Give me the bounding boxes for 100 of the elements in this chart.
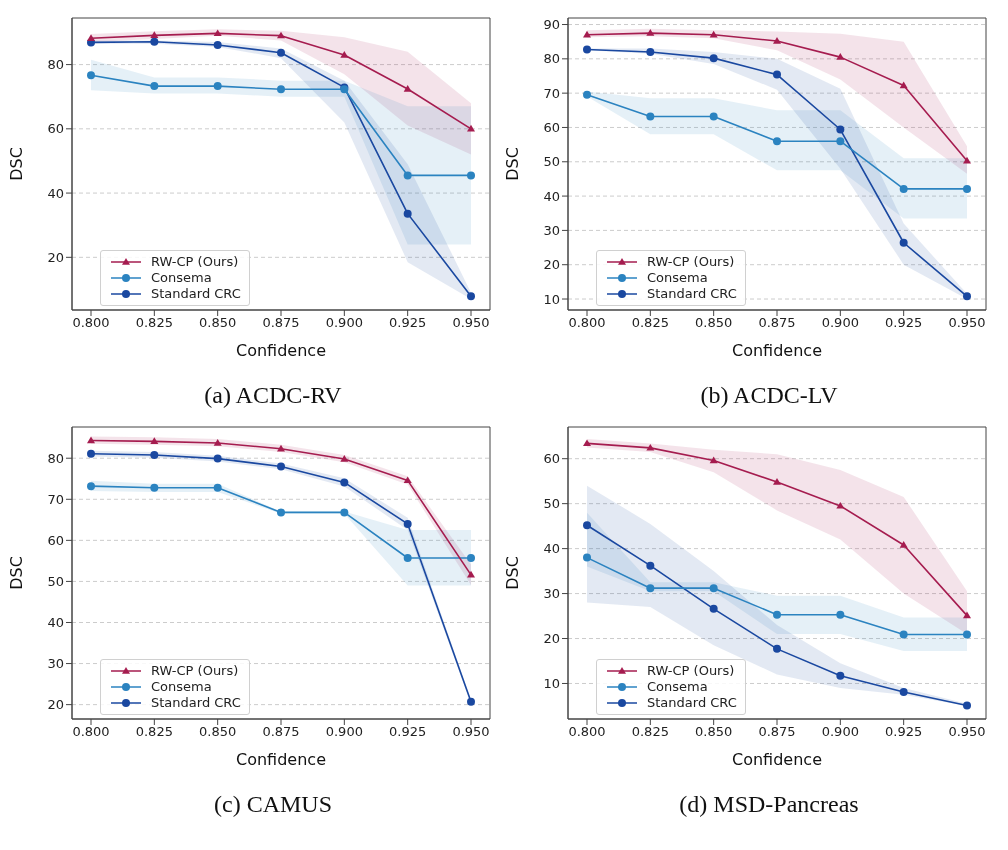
point bbox=[213, 483, 222, 492]
x-tick-label: 0.850 bbox=[199, 315, 237, 331]
text: (d) MSD-Pancreas bbox=[678, 791, 860, 818]
x-tick-label: 0.825 bbox=[631, 315, 669, 331]
y-tick-label: 80 bbox=[47, 450, 64, 466]
point bbox=[403, 84, 412, 92]
point bbox=[403, 554, 412, 563]
point bbox=[150, 37, 159, 46]
point bbox=[836, 125, 845, 134]
point bbox=[277, 85, 285, 94]
y-axis-title: DSC bbox=[502, 147, 522, 181]
text: (c) CAMUS bbox=[213, 791, 333, 818]
x-tick-label: 0.825 bbox=[631, 724, 669, 740]
y-tick-label: 40 bbox=[47, 615, 64, 631]
legend-label: RW-CP (Ours) bbox=[647, 663, 735, 679]
point bbox=[646, 29, 655, 36]
y-tick-label: 30 bbox=[47, 656, 64, 672]
x-tick-label: 0.875 bbox=[262, 315, 300, 331]
point bbox=[277, 508, 285, 517]
point bbox=[963, 630, 971, 639]
y-tick-label: 10 bbox=[543, 676, 560, 692]
point bbox=[213, 40, 222, 49]
legend-label: Standard CRC bbox=[647, 286, 737, 302]
point bbox=[646, 443, 655, 451]
point bbox=[899, 238, 908, 247]
point bbox=[899, 630, 908, 639]
legend-label: Consema bbox=[151, 270, 212, 286]
point bbox=[646, 584, 655, 593]
x-tick-label: 0.900 bbox=[325, 315, 363, 331]
point bbox=[150, 483, 159, 492]
y-tick-label: 80 bbox=[47, 57, 64, 73]
x-tick-label: 0.825 bbox=[135, 315, 173, 331]
point bbox=[963, 701, 971, 710]
point bbox=[277, 48, 285, 57]
x-axis-title: Confidence bbox=[236, 341, 326, 360]
y-axis-title: DSC bbox=[6, 147, 26, 181]
point bbox=[773, 644, 781, 653]
point bbox=[709, 604, 718, 613]
point bbox=[467, 554, 475, 563]
legend-label: Consema bbox=[647, 679, 708, 695]
point bbox=[87, 482, 95, 491]
x-tick-label: 0.950 bbox=[948, 315, 986, 331]
y-tick-label: 20 bbox=[543, 631, 560, 647]
point bbox=[87, 436, 95, 444]
y-tick-label: 60 bbox=[47, 532, 64, 548]
x-tick-label: 0.925 bbox=[885, 724, 923, 740]
point bbox=[467, 570, 475, 578]
x-tick-label: 0.875 bbox=[262, 724, 300, 740]
point bbox=[150, 82, 159, 91]
legend-label: Standard CRC bbox=[647, 695, 737, 711]
x-tick-label: 0.900 bbox=[821, 315, 859, 331]
y-tick-label: 50 bbox=[543, 496, 560, 512]
y-tick-label: 20 bbox=[47, 697, 64, 713]
y-tick-label: 10 bbox=[543, 291, 560, 307]
x-tick-label: 0.950 bbox=[452, 315, 490, 331]
y-tick-label: 30 bbox=[543, 586, 560, 602]
legend-label: Standard CRC bbox=[151, 286, 241, 302]
point bbox=[340, 478, 349, 487]
text: (b) ACDC-LV bbox=[699, 382, 839, 409]
point bbox=[403, 519, 412, 528]
x-tick-label: 0.925 bbox=[885, 315, 923, 331]
x-tick-label: 0.800 bbox=[72, 315, 110, 331]
point bbox=[150, 450, 159, 459]
point bbox=[583, 30, 591, 38]
x-tick-label: 0.850 bbox=[199, 724, 237, 740]
point bbox=[403, 171, 412, 180]
point bbox=[583, 521, 591, 530]
x-tick-label: 0.925 bbox=[389, 724, 427, 740]
x-tick-label: 0.900 bbox=[821, 724, 859, 740]
point bbox=[899, 184, 908, 193]
point bbox=[403, 476, 412, 484]
point bbox=[87, 34, 95, 41]
x-tick-label: 0.950 bbox=[452, 724, 490, 740]
point bbox=[773, 137, 781, 146]
y-tick-label: 30 bbox=[543, 223, 560, 239]
x-tick-label: 0.900 bbox=[325, 724, 363, 740]
point bbox=[773, 70, 781, 79]
legend-label: Consema bbox=[151, 679, 212, 695]
point bbox=[467, 124, 475, 132]
point bbox=[467, 292, 475, 301]
y-tick-label: 50 bbox=[543, 154, 560, 170]
point bbox=[836, 610, 845, 619]
x-tick-label: 0.800 bbox=[568, 315, 606, 331]
point bbox=[213, 29, 222, 37]
x-tick-label: 0.825 bbox=[135, 724, 173, 740]
point bbox=[709, 456, 718, 464]
point bbox=[213, 454, 222, 463]
point bbox=[340, 508, 349, 517]
x-tick-label: 0.875 bbox=[758, 724, 796, 740]
y-tick-label: 90 bbox=[543, 17, 560, 33]
point bbox=[899, 541, 908, 548]
y-tick-label: 80 bbox=[543, 51, 560, 67]
text: (a) ACDC-RV bbox=[203, 382, 343, 409]
legend-label: Standard CRC bbox=[151, 695, 241, 711]
legend-label: RW-CP (Ours) bbox=[151, 254, 239, 270]
y-axis-title: DSC bbox=[502, 556, 522, 590]
point bbox=[467, 697, 475, 706]
y-tick-label: 60 bbox=[543, 120, 560, 136]
legend-label: RW-CP (Ours) bbox=[647, 254, 735, 270]
point bbox=[963, 184, 971, 193]
